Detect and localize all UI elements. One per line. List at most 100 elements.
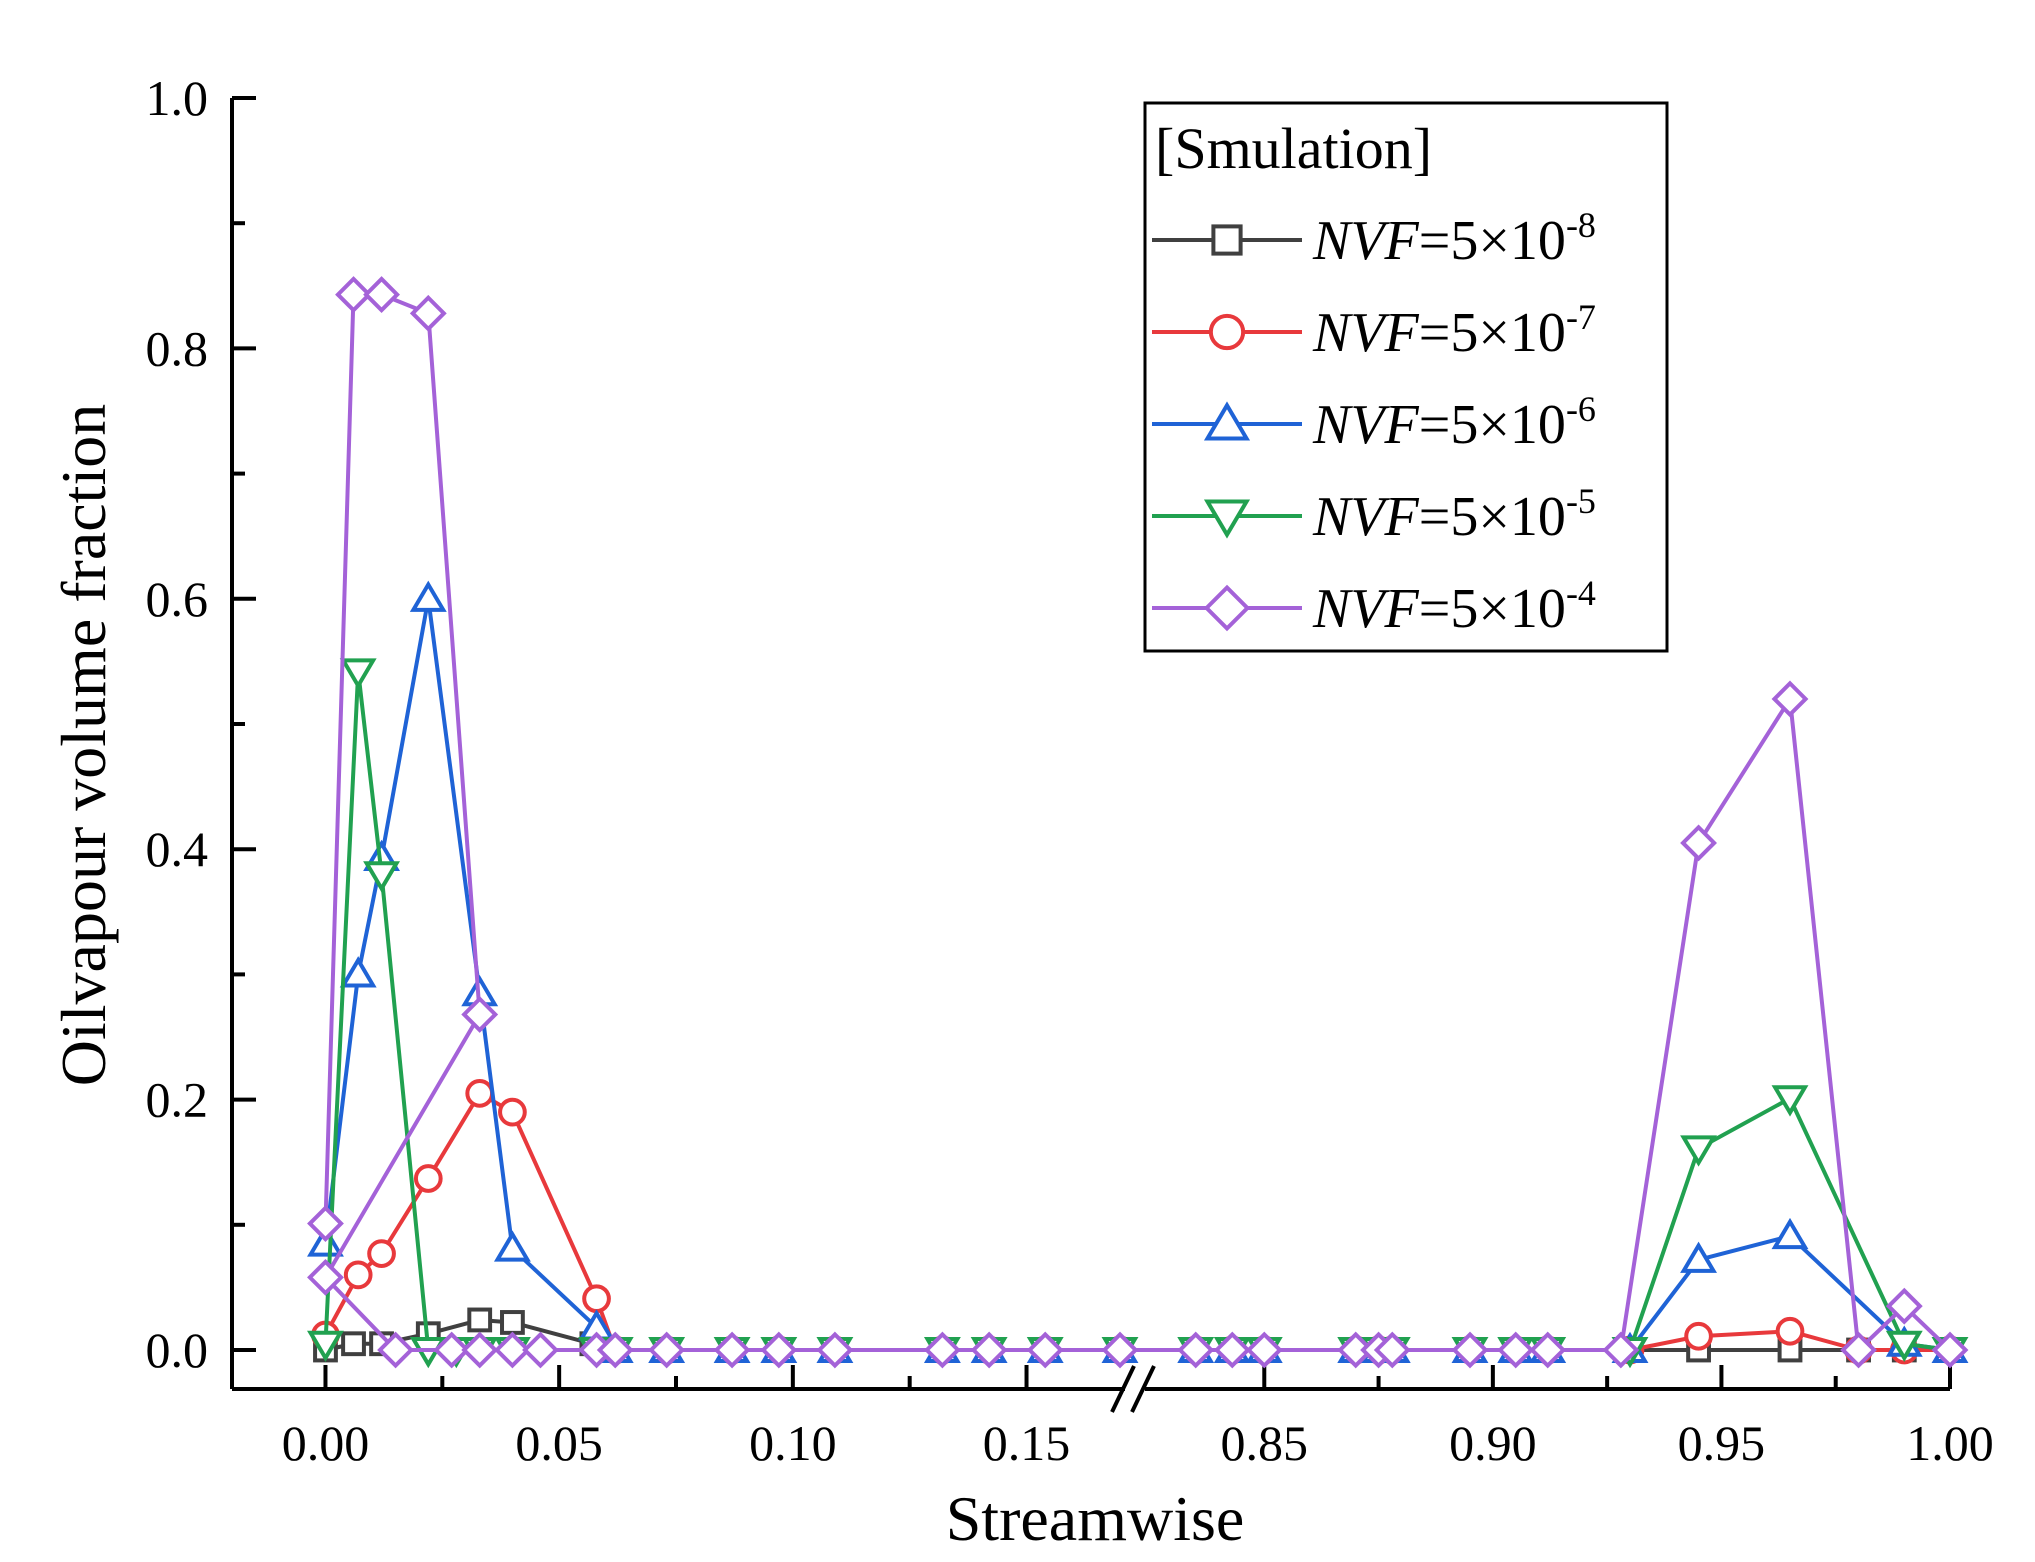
legend-label-prefix: NVF: [1312, 210, 1420, 272]
data-point: [467, 1307, 493, 1333]
series-group: [307, 276, 1969, 1369]
data-point: [1213, 1331, 1251, 1369]
legend-label-mid: =5×10: [1419, 302, 1566, 364]
y-axis-title: Oilvapour volume fraction: [48, 404, 119, 1086]
data-point: [363, 276, 400, 313]
x-tick-label: 0.90: [1449, 1415, 1537, 1471]
legend-swatch-marker: [1203, 401, 1251, 441]
legend-label-mid: =5×10: [1419, 394, 1566, 456]
data-point: [1931, 1331, 1969, 1369]
data-point: [343, 1260, 373, 1290]
y-tick-label: 0.8: [146, 320, 209, 376]
legend-label-prefix: NVF: [1312, 578, 1420, 640]
data-point: [1245, 1331, 1283, 1369]
x-tick-label: 0.95: [1678, 1415, 1766, 1471]
x-tick-label: 0.15: [983, 1415, 1071, 1471]
legend-title: [Smulation]: [1155, 116, 1432, 181]
data-point: [307, 1258, 344, 1296]
legend-item: NVF=5×10-4: [1152, 573, 1596, 640]
data-point: [1177, 1331, 1215, 1369]
data-point: [596, 1331, 634, 1369]
data-point: [339, 658, 377, 690]
y-tick-label: 0.2: [146, 1072, 209, 1128]
data-point: [461, 1331, 499, 1369]
data-point: [1680, 824, 1717, 862]
legend-label: NVF=5×10-8: [1312, 205, 1596, 272]
y-tick-label: 0.0: [146, 1322, 209, 1378]
data-point: [1101, 1331, 1139, 1369]
data-point: [1680, 1241, 1718, 1273]
legend-label: NVF=5×10-7: [1312, 297, 1596, 364]
data-point: [923, 1331, 961, 1369]
series-line: [323, 669, 1951, 1352]
series-2: [311, 1078, 1965, 1365]
legend-label-exponent: -6: [1566, 389, 1596, 429]
data-point: [335, 276, 372, 313]
legend-swatch-marker: [1208, 313, 1246, 351]
legend-label: NVF=5×10-6: [1312, 389, 1596, 456]
data-point: [1497, 1331, 1535, 1369]
data-point: [582, 1284, 611, 1314]
data-point: [1684, 1321, 1713, 1351]
legend-label-exponent: -5: [1566, 481, 1596, 521]
series-4: [307, 658, 1969, 1369]
data-point: [363, 861, 401, 893]
data-point: [465, 1078, 495, 1108]
legend-label-exponent: -8: [1566, 205, 1596, 245]
x-tick-label: 0.05: [515, 1415, 603, 1471]
data-point: [500, 1310, 525, 1335]
data-point: [1026, 1331, 1064, 1369]
data-point: [307, 1205, 344, 1242]
data-point: [339, 956, 377, 988]
x-tick-label: 0.00: [282, 1415, 370, 1471]
data-point: [461, 996, 499, 1033]
data-point: [1885, 1287, 1923, 1325]
data-point: [713, 1331, 751, 1369]
x-tick-label: 0.85: [1221, 1415, 1309, 1471]
legend-label-prefix: NVF: [1312, 394, 1420, 456]
series-5: [307, 276, 1969, 1369]
x-tick-label: 1.00: [1906, 1415, 1994, 1471]
data-point: [341, 1331, 366, 1357]
legend-label-exponent: -4: [1566, 573, 1596, 613]
data-point: [816, 1331, 854, 1369]
data-point: [307, 1330, 344, 1362]
series-3: [307, 580, 1969, 1364]
data-point: [522, 1331, 559, 1369]
data-point: [493, 1331, 531, 1369]
data-point: [1771, 1085, 1809, 1117]
data-point: [433, 1331, 471, 1369]
data-point: [1775, 1316, 1805, 1346]
series-line: [323, 1091, 1950, 1352]
data-point: [377, 1331, 415, 1369]
data-point: [493, 1230, 531, 1262]
data-point: [1840, 1331, 1877, 1369]
legend-swatch-marker: [1203, 584, 1251, 632]
data-point: [1451, 1331, 1489, 1369]
legend: [Smulation]NVF=5×10-8NVF=5×10-7NVF=5×10-…: [1143, 101, 1669, 653]
data-point: [498, 1097, 527, 1127]
series-line: [323, 292, 1952, 1352]
x-axis-title: Streamwise: [946, 1483, 1245, 1554]
data-point: [409, 580, 447, 612]
legend-label-mid: =5×10: [1419, 486, 1566, 548]
legend-box: [1143, 101, 1669, 653]
y-tick-label: 1.0: [146, 70, 209, 126]
data-point: [1529, 1331, 1567, 1369]
legend-label-exponent: -7: [1566, 297, 1596, 337]
legend-item: NVF=5×10-7: [1152, 297, 1596, 364]
data-point: [367, 1239, 396, 1268]
legend-swatch-marker: [1203, 499, 1251, 539]
y-tick-label: 0.6: [146, 571, 209, 627]
legend-label-mid: =5×10: [1419, 210, 1566, 272]
data-point: [648, 1331, 686, 1369]
axis-break-mark: [1130, 1365, 1156, 1413]
data-point: [413, 1164, 443, 1193]
axis-break-mark: [1110, 1365, 1136, 1413]
legend-label: NVF=5×10-5: [1312, 481, 1596, 548]
data-point: [1771, 680, 1809, 718]
data-point: [970, 1331, 1008, 1369]
y-tick-label: 0.4: [146, 821, 209, 877]
legend-label: NVF=5×10-4: [1312, 573, 1596, 640]
